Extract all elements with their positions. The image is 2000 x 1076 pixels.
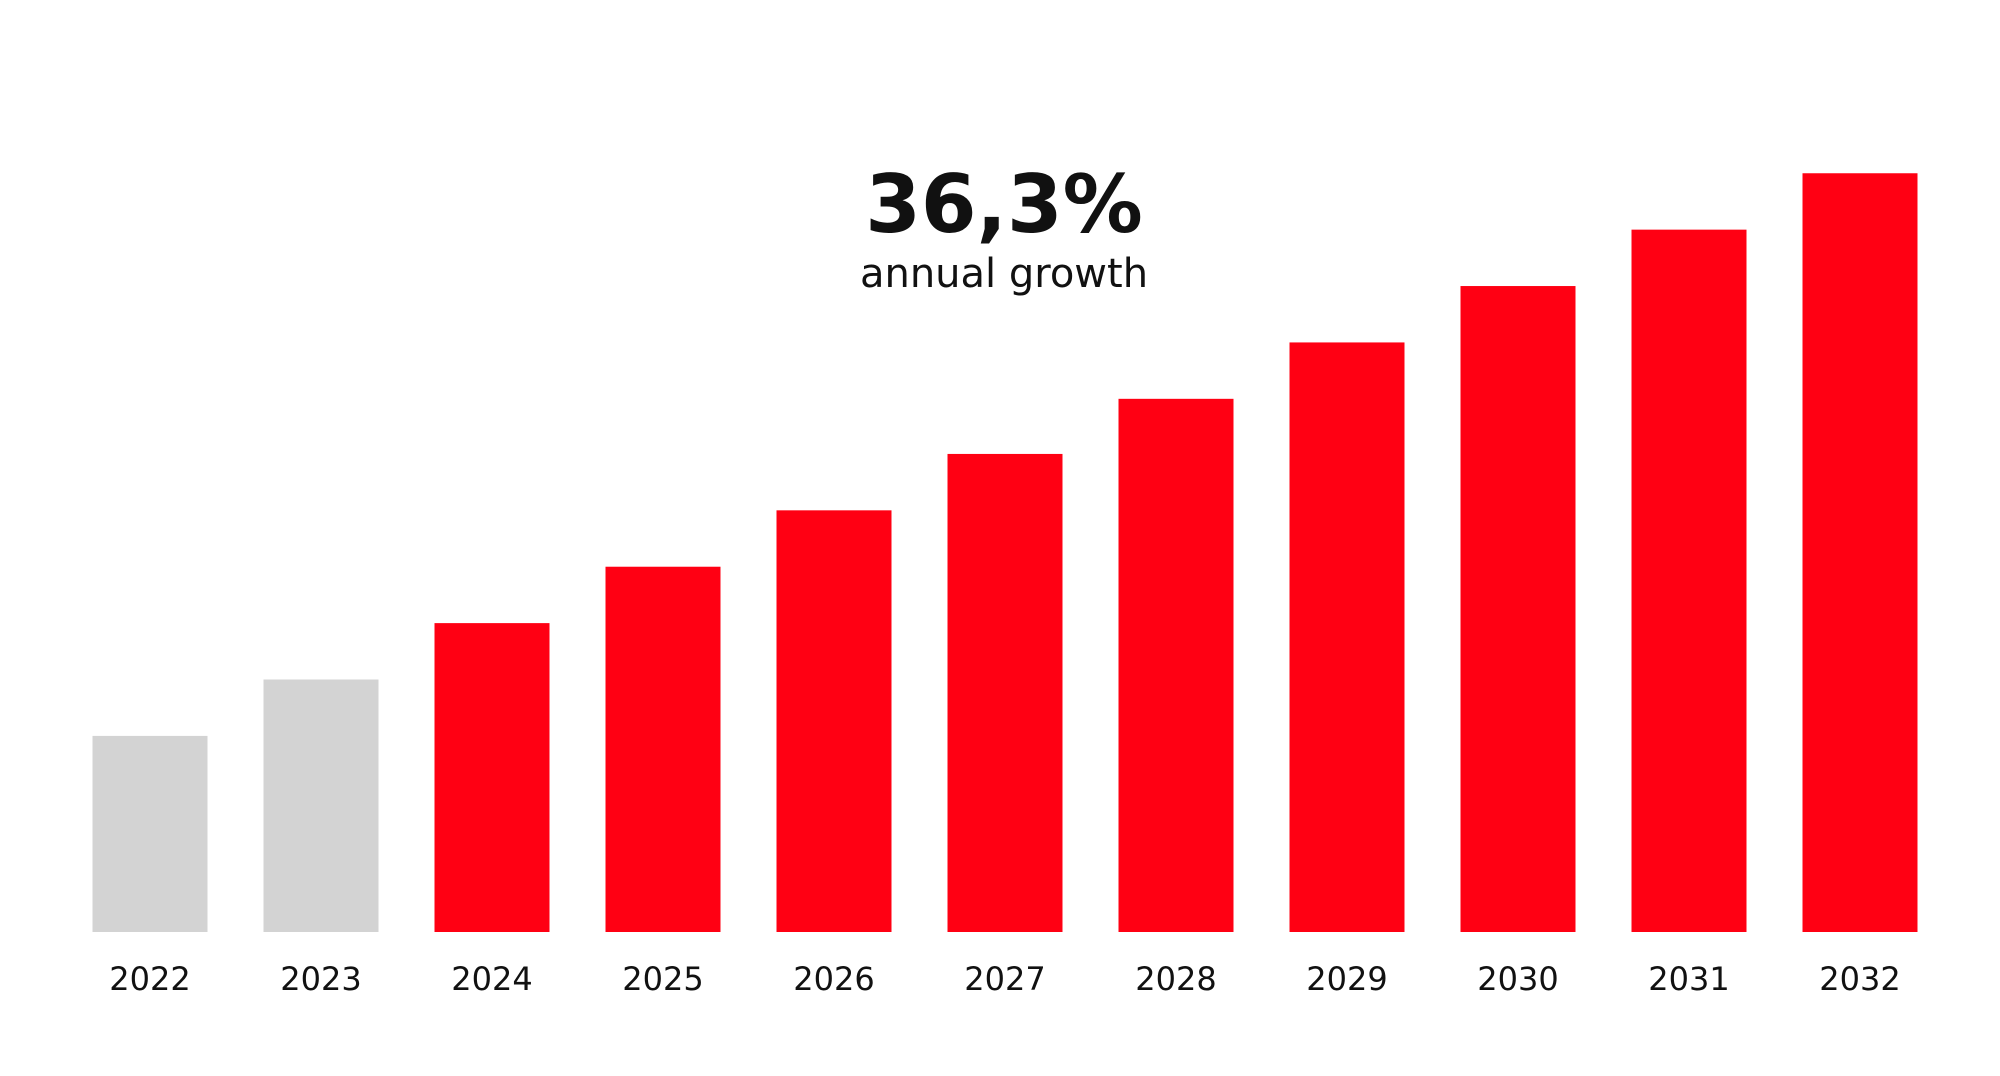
x-tick-label: 2032 xyxy=(1819,960,1900,998)
x-tick-label: 2022 xyxy=(109,960,190,998)
bar xyxy=(947,453,1063,932)
x-tick-label: 2027 xyxy=(964,960,1045,998)
chart-title: 36,3% xyxy=(865,158,1143,251)
x-tick-label: 2026 xyxy=(793,960,874,998)
bar xyxy=(1118,398,1234,932)
x-tick-label: 2029 xyxy=(1306,960,1387,998)
bar xyxy=(263,679,379,932)
bar xyxy=(92,735,208,932)
x-tick-label: 2024 xyxy=(451,960,532,998)
x-tick-label: 2025 xyxy=(622,960,703,998)
bar xyxy=(776,510,892,932)
bar xyxy=(605,566,721,932)
x-tick-label: 2023 xyxy=(280,960,361,998)
bar xyxy=(434,623,550,932)
chart-subtitle: annual growth xyxy=(860,251,1148,297)
x-tick-label: 2030 xyxy=(1477,960,1558,998)
bar xyxy=(1289,342,1405,932)
bar xyxy=(1631,229,1747,932)
x-tick-label: 2031 xyxy=(1648,960,1729,998)
bar xyxy=(1802,173,1918,933)
bar xyxy=(1460,286,1576,932)
x-tick-label: 2028 xyxy=(1135,960,1216,998)
